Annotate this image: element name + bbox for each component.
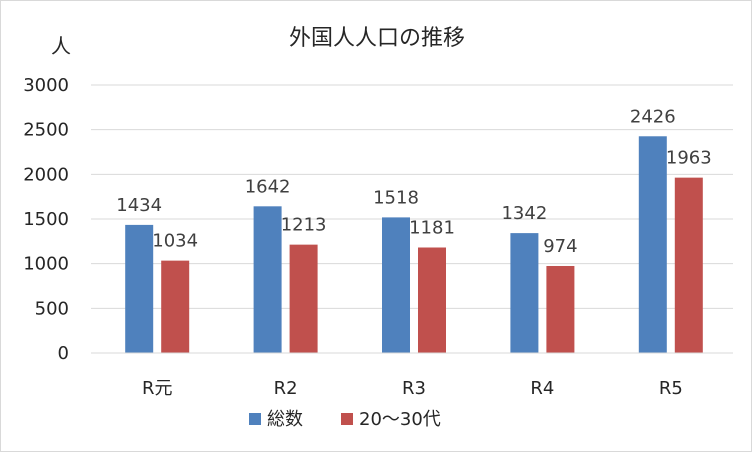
x-axis-categories: R元 R2 R3 R4 R5 [142,378,683,399]
data-label: 1642 [245,176,291,197]
x-category-label: R4 [530,378,554,399]
x-category-label: R5 [659,378,683,399]
legend-label: 総数 [267,409,303,430]
bar-age-20-30s [674,177,703,353]
y-tick-label: 1500 [23,209,69,230]
y-tick-label: 1000 [23,254,69,275]
chart-title: 外国人人口の推移 [289,26,465,51]
bar-total [125,224,154,353]
data-label: 1342 [501,203,547,224]
legend-label: 20〜30代 [359,409,441,430]
y-axis-ticks: 0 500 1000 1500 2000 2500 3000 [23,75,69,364]
y-tick-label: 0 [58,343,69,364]
bar-total [638,136,667,353]
data-label: 1434 [116,195,162,216]
data-label: 1034 [152,231,198,252]
data-label: 1213 [281,215,327,236]
y-tick-label: 500 [35,298,69,319]
y-axis-unit-label: 人 [51,34,71,58]
bar-total [382,217,410,353]
legend-swatch [341,413,353,425]
data-label: 974 [543,236,577,257]
x-category-label: R2 [274,378,298,399]
bar-total [253,206,282,353]
bars [125,136,703,353]
y-tick-label: 3000 [23,75,69,96]
bar-age-20-30s [161,260,190,353]
bar-age-20-30s [546,265,575,353]
x-category-label: R元 [142,378,173,399]
bar-age-20-30s [289,244,318,353]
bar-age-20-30s [418,247,446,353]
data-label: 2426 [630,106,676,127]
data-labels: 1434 1034 1642 1213 1518 1181 1342 974 2426 1963 [116,106,711,257]
x-category-label: R3 [402,378,426,399]
data-label: 1181 [409,217,455,238]
gridlines [91,84,733,309]
legend: 総数 20〜30代 [249,409,441,430]
y-tick-label: 2500 [23,120,69,141]
y-tick-label: 2000 [23,164,69,185]
data-label: 1518 [373,187,419,208]
bar-total [510,233,539,353]
data-label: 1963 [666,148,712,169]
legend-swatch [249,413,261,425]
